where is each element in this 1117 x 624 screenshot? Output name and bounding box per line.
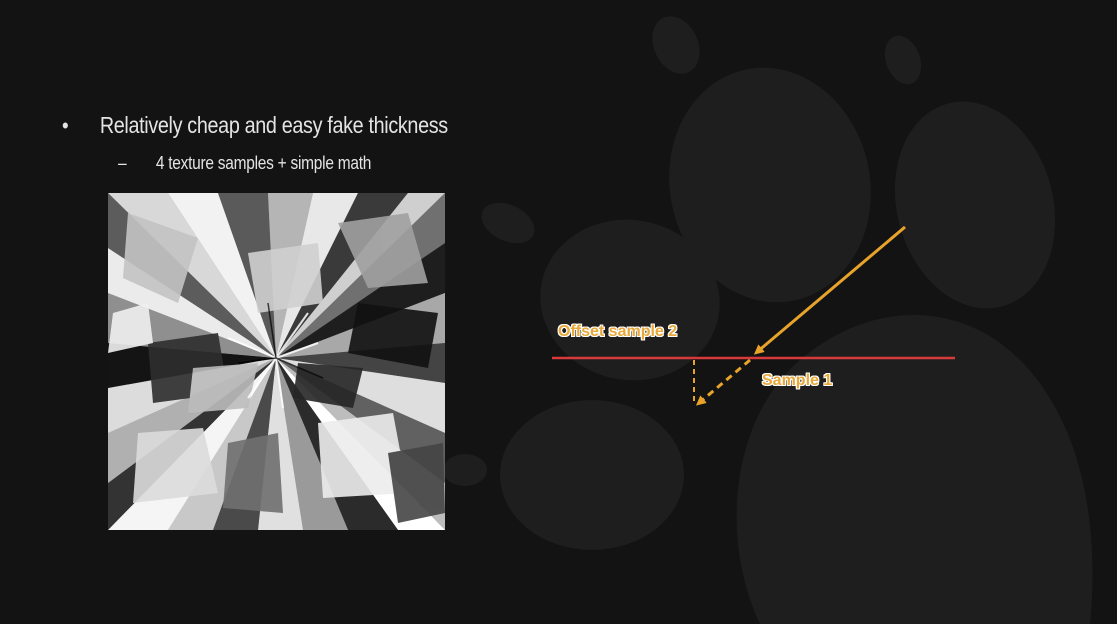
sub-bullet-text: 4 texture samples + simple math [155,153,372,173]
grayscale-texture-image [108,193,445,530]
sample-1-label: Sample 1 [762,372,833,389]
sub-bullet-marker: – [118,153,127,173]
bullet-item: • Relatively cheap and easy fake thickne… [62,112,448,139]
texture-shards [108,193,445,530]
view-ray-arrow [753,225,906,355]
refracted-ray-arrow [695,358,751,406]
bullet-text: Relatively cheap and easy fake thickness [99,112,448,138]
offset-sample-label: Offset sample 2 [558,323,678,340]
bullet-marker: • [62,112,69,138]
sub-bullet-item: – 4 texture samples + simple math [118,153,371,174]
